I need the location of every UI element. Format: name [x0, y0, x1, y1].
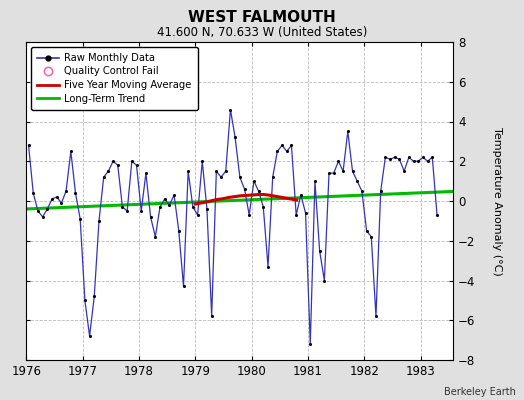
Point — [325, 170, 333, 176]
Point — [311, 178, 319, 184]
Point — [367, 234, 376, 240]
Point — [184, 168, 192, 174]
Point — [231, 134, 239, 140]
Point — [193, 212, 202, 218]
Point — [189, 204, 197, 210]
Point — [198, 158, 206, 164]
Point — [377, 188, 385, 194]
Point — [118, 204, 127, 210]
Point — [25, 142, 33, 148]
Point — [226, 106, 235, 113]
Point — [264, 263, 272, 270]
Point — [433, 212, 441, 218]
Point — [315, 248, 324, 254]
Point — [104, 168, 113, 174]
Point — [236, 174, 244, 180]
Point — [146, 214, 155, 220]
Point — [390, 154, 399, 160]
Point — [109, 158, 117, 164]
Point — [128, 158, 136, 164]
Point — [278, 142, 286, 148]
Y-axis label: Temperature Anomaly (°C): Temperature Anomaly (°C) — [492, 127, 502, 275]
Point — [123, 208, 132, 214]
Point — [179, 283, 188, 290]
Point — [250, 178, 258, 184]
Point — [428, 154, 436, 160]
Point — [43, 206, 51, 212]
Point — [405, 154, 413, 160]
Point — [133, 162, 141, 168]
Point — [334, 158, 343, 164]
Text: WEST FALMOUTH: WEST FALMOUTH — [188, 10, 336, 25]
Point — [170, 192, 178, 198]
Point — [330, 170, 338, 176]
Point — [81, 297, 89, 304]
Point — [358, 188, 366, 194]
Point — [301, 210, 310, 216]
Point — [48, 196, 56, 202]
Point — [151, 234, 159, 240]
Text: Berkeley Earth: Berkeley Earth — [444, 387, 516, 397]
Point — [245, 212, 254, 218]
Point — [90, 293, 99, 300]
Point — [160, 196, 169, 202]
Point — [287, 142, 296, 148]
Point — [71, 190, 80, 196]
Point — [292, 212, 300, 218]
Point — [174, 228, 183, 234]
Point — [414, 158, 422, 164]
Point — [137, 208, 146, 214]
Point — [255, 188, 263, 194]
Point — [395, 156, 403, 162]
Legend: Raw Monthly Data, Quality Control Fail, Five Year Moving Average, Long-Term Tren: Raw Monthly Data, Quality Control Fail, … — [31, 47, 198, 110]
Text: 41.600 N, 70.633 W (United States): 41.600 N, 70.633 W (United States) — [157, 26, 367, 39]
Point — [241, 186, 249, 192]
Point — [95, 218, 103, 224]
Point — [372, 313, 380, 320]
Point — [100, 174, 108, 180]
Point — [344, 128, 352, 135]
Point — [217, 174, 225, 180]
Point — [114, 162, 122, 168]
Point — [212, 168, 221, 174]
Point — [419, 154, 427, 160]
Point — [62, 188, 70, 194]
Point — [273, 148, 281, 154]
Point — [423, 158, 432, 164]
Point — [268, 174, 277, 180]
Point — [348, 168, 357, 174]
Point — [76, 216, 84, 222]
Point — [409, 158, 418, 164]
Point — [306, 341, 314, 347]
Point — [85, 333, 94, 339]
Point — [165, 202, 173, 208]
Point — [34, 208, 42, 214]
Point — [386, 156, 394, 162]
Point — [320, 277, 329, 284]
Point — [297, 192, 305, 198]
Point — [339, 168, 347, 174]
Point — [282, 148, 291, 154]
Point — [400, 168, 408, 174]
Point — [381, 154, 389, 160]
Point — [38, 214, 47, 220]
Point — [353, 178, 362, 184]
Point — [29, 190, 37, 196]
Point — [203, 206, 211, 212]
Point — [363, 228, 371, 234]
Point — [259, 204, 267, 210]
Point — [57, 200, 66, 206]
Point — [222, 168, 230, 174]
Point — [67, 148, 75, 154]
Point — [141, 170, 150, 176]
Point — [156, 204, 164, 210]
Point — [52, 194, 61, 200]
Point — [208, 313, 216, 320]
